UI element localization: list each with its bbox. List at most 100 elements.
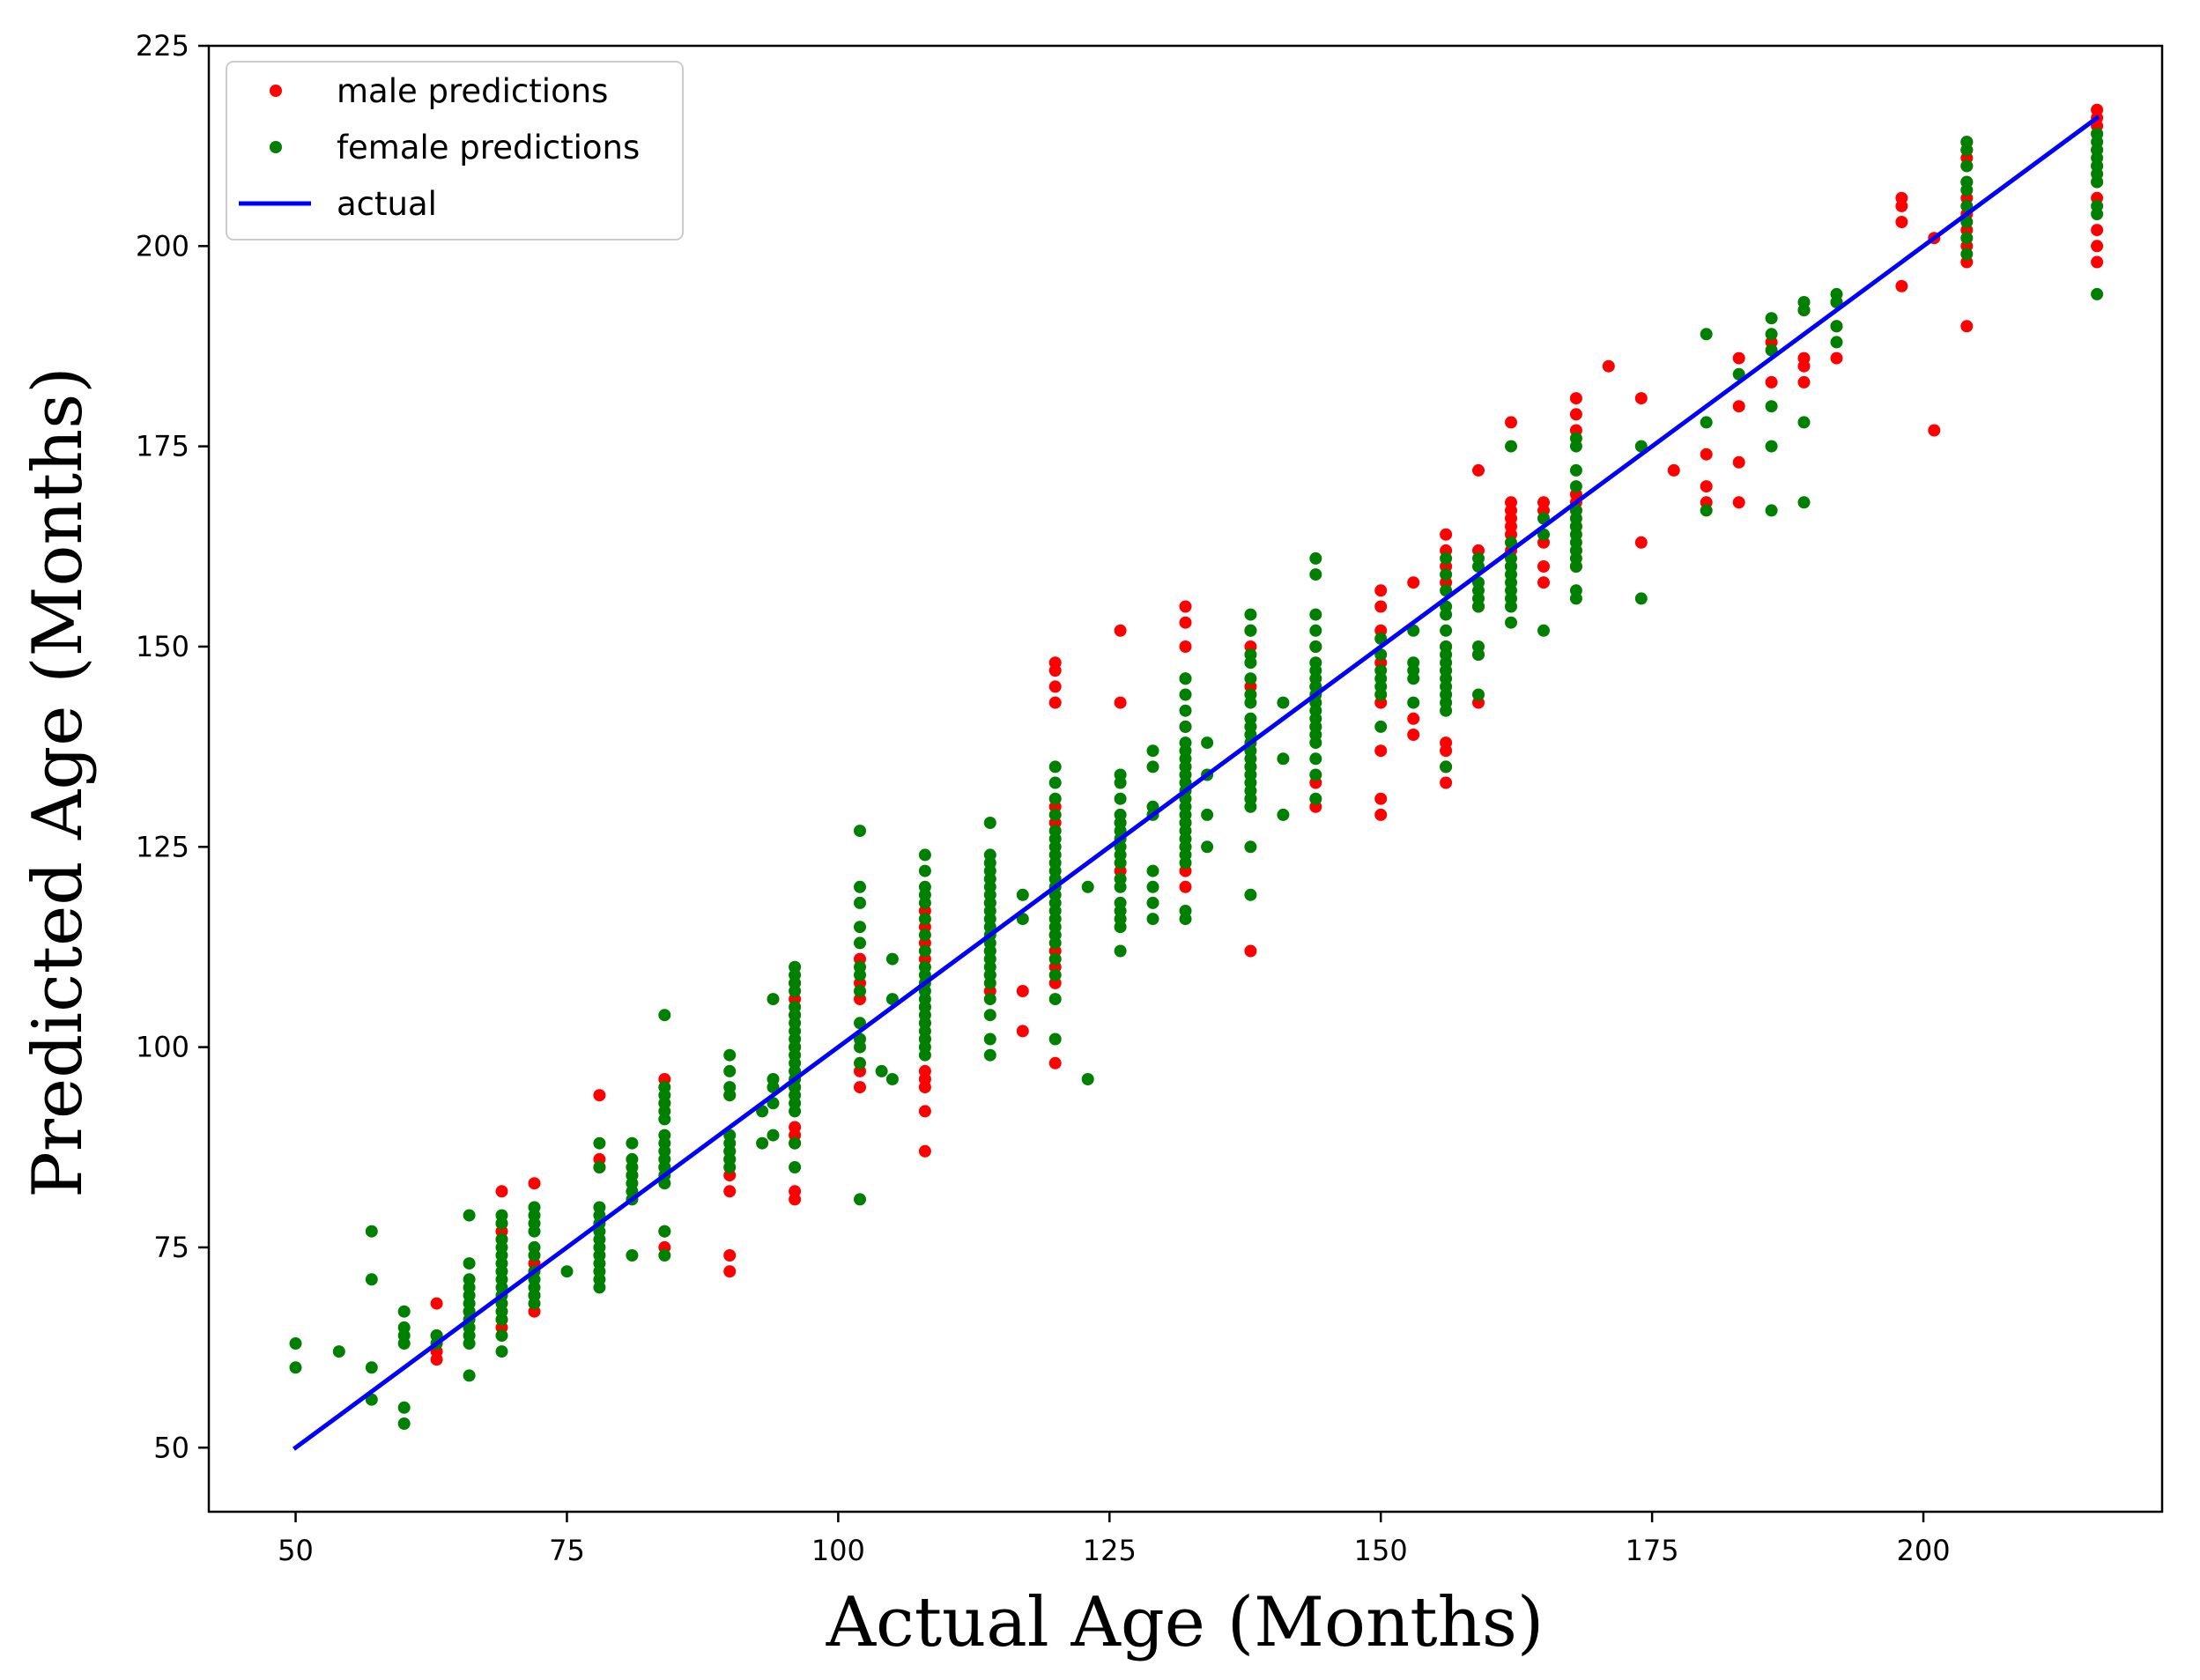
male-point-63 (1016, 985, 1029, 997)
female-point-266 (1244, 656, 1257, 670)
female-point-54 (593, 1136, 606, 1150)
female-point-405 (2091, 175, 2104, 189)
male-point-102 (1374, 584, 1388, 597)
female-point-101 (767, 993, 780, 1006)
male-point-122 (1440, 776, 1453, 789)
male-point-162 (1765, 375, 1778, 389)
female-point-209 (1048, 1032, 1062, 1046)
female-point-91 (723, 1064, 737, 1077)
male-point-160 (1732, 496, 1745, 509)
male-point-12 (528, 1177, 541, 1190)
female-point-377 (1765, 328, 1778, 341)
female-point-189 (1048, 792, 1062, 805)
female-point-7 (397, 1305, 411, 1318)
y-tick-label-225: 225 (136, 29, 189, 63)
female-point-53 (560, 1265, 574, 1278)
female-point-264 (1244, 624, 1257, 637)
female-point-180 (983, 976, 996, 989)
male-point-82 (1179, 640, 1192, 653)
male-point-173 (1895, 279, 1908, 292)
female-point-126 (854, 825, 866, 838)
female-point-183 (983, 1032, 996, 1046)
male-point-113 (1440, 528, 1453, 541)
male-point-0 (430, 1297, 443, 1310)
x-tick-label-100: 100 (811, 1534, 865, 1567)
female-point-235 (1146, 896, 1159, 909)
male-point-16 (593, 1089, 606, 1102)
male-point-196 (2091, 240, 2104, 253)
x-tick-label-175: 175 (1626, 1534, 1679, 1567)
male-point-107 (1374, 744, 1388, 758)
female-point-367 (1569, 560, 1582, 573)
male-point-80 (1179, 600, 1192, 613)
female-point-284 (1277, 696, 1290, 709)
male-point-175 (1928, 424, 1941, 437)
legend-female-label: female predictions (337, 129, 640, 167)
y-tick-label-200: 200 (136, 229, 189, 263)
female-point-397 (1960, 232, 1974, 245)
female-point-125 (789, 1161, 802, 1173)
female-point-12 (397, 1417, 411, 1430)
male-point-68 (1048, 696, 1062, 709)
female-point-332 (1440, 704, 1453, 717)
female-point-352 (1505, 616, 1517, 629)
female-point-384 (1797, 416, 1811, 429)
female-point-187 (1048, 760, 1062, 773)
female-point-374 (1700, 504, 1713, 517)
female-point-269 (1244, 696, 1257, 709)
female-point-206 (1048, 952, 1062, 966)
female-point-379 (1765, 400, 1778, 413)
male-point-139 (1537, 560, 1550, 573)
female-point-3 (365, 1225, 378, 1238)
x-axis-ticks: 50 75 100 125 150 175 200 (278, 1512, 1951, 1567)
male-point-165 (1797, 359, 1811, 373)
female-point-221 (1114, 856, 1127, 870)
female-point-133 (854, 985, 866, 997)
female-point-66 (593, 1281, 606, 1294)
female-point-0 (289, 1337, 302, 1350)
female-point-311 (1374, 688, 1388, 701)
female-point-373 (1700, 416, 1713, 429)
male-point-64 (1016, 1025, 1029, 1038)
female-point-281 (1244, 800, 1257, 813)
female-point-132 (854, 968, 866, 981)
female-point-98 (723, 1161, 737, 1173)
legend-male-marker (270, 85, 282, 97)
female-point-188 (1048, 776, 1062, 789)
female-point-359 (1569, 480, 1582, 493)
female-point-190 (1048, 808, 1062, 821)
male-point-46 (854, 1081, 866, 1094)
female-point-207 (1048, 968, 1062, 981)
male-point-166 (1797, 375, 1811, 389)
female-point-15 (463, 1209, 476, 1222)
male-point-67 (1048, 680, 1062, 693)
female-points-group (289, 128, 2104, 1430)
male-point-141 (1569, 392, 1582, 405)
female-point-290 (1309, 624, 1322, 637)
y-tick-label-125: 125 (136, 830, 189, 863)
male-point-128 (1505, 416, 1517, 429)
x-tick-label-150: 150 (1354, 1534, 1408, 1567)
female-point-259 (1201, 736, 1214, 750)
female-point-138 (854, 1193, 866, 1206)
female-point-143 (918, 848, 931, 862)
male-point-76 (1114, 624, 1127, 637)
male-point-171 (1895, 199, 1908, 212)
y-axis-ticks: 50 75 100 125 150 175 200 225 (136, 29, 209, 1464)
female-point-369 (1569, 592, 1582, 605)
female-point-185 (1016, 888, 1029, 901)
female-point-210 (1081, 880, 1094, 893)
female-point-286 (1277, 808, 1290, 821)
female-point-371 (1634, 592, 1648, 605)
female-point-162 (918, 1048, 931, 1062)
male-point-112 (1407, 729, 1420, 741)
female-point-323 (1440, 624, 1453, 637)
female-point-302 (1309, 736, 1322, 750)
female-point-41 (495, 1345, 508, 1358)
female-point-55 (593, 1161, 606, 1173)
female-point-26 (463, 1369, 476, 1382)
female-point-67 (626, 1136, 639, 1150)
female-point-142 (885, 1073, 899, 1085)
female-point-208 (1048, 993, 1062, 1006)
male-point-169 (1830, 352, 1843, 365)
